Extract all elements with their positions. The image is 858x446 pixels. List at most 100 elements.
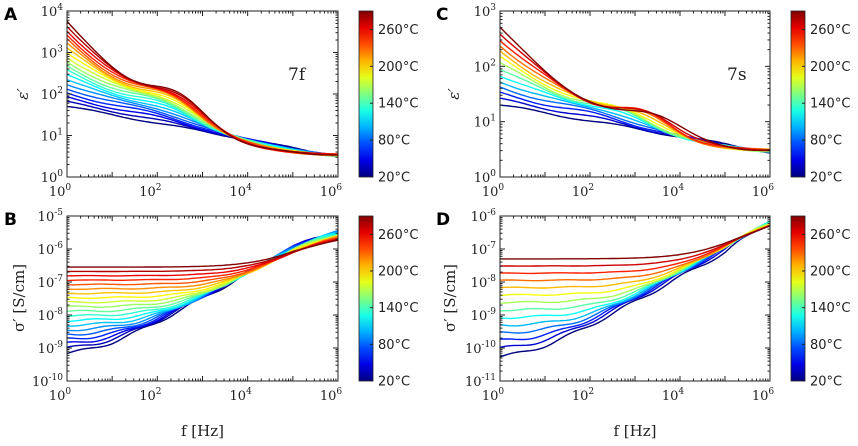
series-line-18 (67, 30, 338, 156)
colorbar-tick-label: 20°C (378, 375, 410, 390)
y-tick-exp: 2 (490, 58, 496, 68)
series-line-17 (67, 34, 338, 155)
y-tick-base: 10 (471, 243, 488, 258)
y-tick-exp: -7 (54, 274, 63, 284)
y-tick-label: 10-9 (471, 307, 497, 324)
y-tick-exp: -10 (49, 373, 64, 383)
series-line-14 (500, 225, 770, 260)
x-tick-exp: 2 (588, 183, 594, 193)
y-tick-base: 10 (465, 342, 482, 357)
x-tick-label: 106 (320, 183, 343, 200)
y-tick-base: 10 (471, 210, 488, 225)
y-tick-base: 10 (471, 276, 488, 291)
panel-a: A 7f 100 102 104 106100101102103104ε′260°C2… (4, 3, 418, 200)
colorbar-tick-label: 140°C (810, 97, 850, 112)
x-axis-label: f [Hz] (613, 422, 656, 440)
colorbar-tick-label: 200°C (378, 60, 418, 75)
y-tick-exp: 4 (57, 3, 63, 13)
x-tick-exp: 6 (768, 183, 774, 193)
y-tick-base: 10 (41, 88, 58, 103)
y-tick-exp: 0 (57, 169, 63, 179)
y-tick-exp: -11 (482, 373, 497, 383)
x-tick-label: 100 (482, 183, 505, 200)
y-tick-label: 10-6 (471, 208, 497, 225)
x-tick-base: 10 (320, 389, 337, 404)
x-tick-label: 106 (752, 387, 775, 404)
y-tick-label: 101 (474, 114, 496, 131)
series-line-3 (500, 91, 770, 152)
x-tick-base: 10 (49, 389, 66, 404)
x-tick-base: 10 (752, 389, 769, 404)
x-tick-base: 10 (49, 185, 66, 200)
y-tick-label: 10-11 (465, 373, 496, 390)
panel-b: B 100 102 104 10610-1010-910-810-710-610-5σ… (4, 208, 418, 440)
x-tick-label: 106 (752, 183, 775, 200)
sample-label-7s: 7s (727, 65, 747, 85)
y-tick-exp: -6 (487, 208, 496, 218)
y-tick-base: 10 (471, 309, 488, 324)
panel-letter-d: D (436, 210, 450, 230)
series-line-6 (67, 230, 338, 332)
plot-d: 100 102 104 10610-1110-1010-910-810-710-6σ′… (441, 208, 850, 440)
y-tick-base: 10 (38, 342, 55, 357)
x-tick-exp: 0 (498, 183, 504, 193)
y-tick-exp: -9 (54, 340, 63, 350)
x-tick-label: 104 (230, 387, 253, 404)
x-tick-exp: 2 (588, 387, 594, 397)
y-tick-exp: -9 (487, 307, 496, 317)
y-tick-base: 10 (41, 171, 58, 186)
x-tick-base: 10 (230, 389, 247, 404)
y-tick-label: 10-9 (38, 340, 64, 357)
x-tick-base: 10 (230, 185, 247, 200)
y-tick-base: 10 (32, 375, 49, 390)
series-line-20 (67, 20, 338, 156)
x-tick-exp: 4 (246, 183, 252, 193)
colorbar-tick-label: 80°C (378, 134, 410, 149)
x-tick-label: 100 (49, 387, 72, 404)
y-tick-exp: 0 (490, 169, 496, 179)
x-tick-exp: 4 (678, 387, 684, 397)
y-axis-label: σ′ [S/cm] (441, 264, 459, 332)
series-line-14 (500, 26, 770, 152)
colorbar-tick-label: 200°C (810, 60, 850, 75)
series-line-11 (500, 224, 770, 282)
y-tick-label: 10-6 (38, 241, 64, 258)
x-tick-label: 100 (482, 387, 505, 404)
x-tick-exp: 0 (65, 183, 71, 193)
colorbar-tick-label: 260°C (378, 228, 418, 243)
y-tick-label: 10-7 (471, 241, 497, 258)
y-tick-base: 10 (41, 47, 58, 62)
colorbar-tick-label: 80°C (378, 338, 410, 353)
colorbar (358, 10, 374, 178)
plot-b: 100 102 104 10610-1010-910-810-710-610-5σ′ … (10, 208, 418, 440)
panel-letter-b: B (4, 210, 17, 230)
colorbar-tick-label: 260°C (378, 23, 418, 38)
x-tick-label: 104 (662, 387, 685, 404)
x-tick-base: 10 (139, 389, 156, 404)
y-tick-label: 104 (41, 3, 64, 20)
x-tick-exp: 0 (498, 387, 504, 397)
series-line-10 (500, 224, 770, 289)
y-tick-label: 103 (41, 45, 64, 62)
x-tick-base: 10 (572, 185, 589, 200)
y-tick-exp: -10 (482, 340, 497, 350)
x-tick-exp: 4 (246, 387, 252, 397)
plot-a: 100 102 104 106100101102103104ε′260°C200°C1… (14, 3, 418, 200)
y-tick-exp: 2 (57, 86, 63, 96)
panel-d: D 100 102 104 10610-1110-1010-910-810-710-6… (436, 208, 850, 440)
colorbar-tick-label: 200°C (810, 265, 850, 280)
panel-letter-c: C (436, 5, 448, 25)
sample-label-7f: 7f (288, 65, 307, 85)
x-tick-exp: 6 (768, 387, 774, 397)
y-tick-exp: 3 (490, 3, 496, 13)
series-line-15 (67, 42, 338, 156)
y-tick-exp: -7 (487, 241, 496, 251)
x-tick-label: 104 (230, 183, 253, 200)
x-tick-exp: 4 (678, 183, 684, 193)
series-line-13 (500, 33, 770, 152)
y-tick-base: 10 (474, 116, 491, 131)
series-line-2 (500, 97, 770, 153)
series-line-9 (500, 223, 770, 297)
axes-box (499, 10, 771, 178)
